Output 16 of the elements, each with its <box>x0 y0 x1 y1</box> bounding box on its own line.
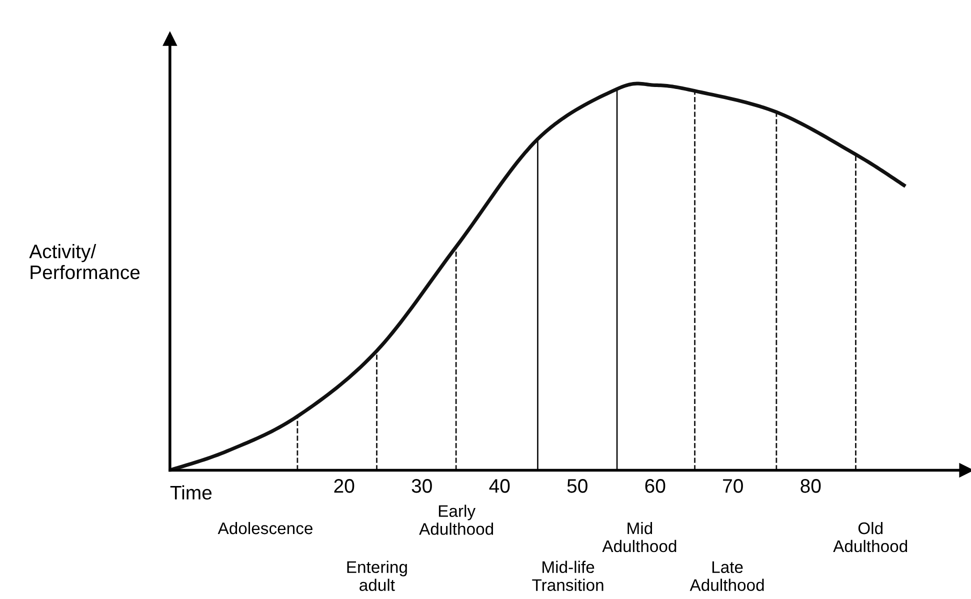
x-tick-label: 70 <box>723 479 743 493</box>
y-axis-title: Activity/ Performance <box>29 244 140 280</box>
x-tick-label: 20 <box>334 479 354 493</box>
text: Mid Adulthood <box>602 522 676 552</box>
text: Early Adulthood <box>419 504 494 535</box>
text: Old Adulthood <box>833 522 908 552</box>
x-tick-label: 50 <box>567 479 588 493</box>
x-axis-title: Time <box>170 485 212 500</box>
text: Entering adult <box>347 560 407 591</box>
x-tick-label: 80 <box>800 479 821 493</box>
x-tick-label: 40 <box>489 479 510 493</box>
x-tick-label: 60 <box>645 479 666 493</box>
text: Adolescence <box>218 522 312 534</box>
text: Mid-life Transition <box>532 560 604 591</box>
text: Late Adulthood <box>690 561 764 591</box>
x-tick-label: 30 <box>412 479 432 493</box>
